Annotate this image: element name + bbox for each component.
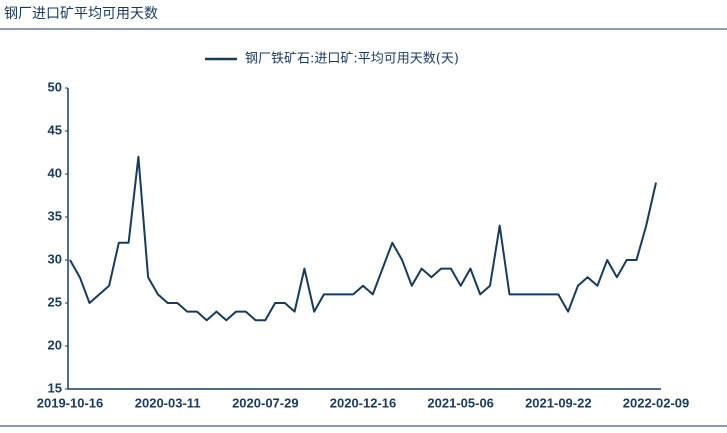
x-tick-label: 2021-09-22 — [525, 395, 592, 410]
x-tick-label: 2021-05-06 — [427, 395, 494, 410]
y-tick-label: 15 — [48, 380, 62, 395]
x-tick-label: 2020-03-11 — [135, 395, 201, 410]
line-series — [69, 155, 657, 322]
chart-title: 钢厂进口矿平均可用天数 — [4, 6, 158, 22]
legend-label: 钢厂铁矿石:进口矿:平均可用天数(天) — [245, 52, 459, 67]
y-tick-label: 30 — [48, 251, 62, 266]
y-tick-label: 35 — [48, 208, 62, 223]
x-tick-label: 2022-02-09 — [623, 395, 690, 410]
x-tick-label: 2019-10-16 — [37, 395, 104, 410]
y-tick-label: 40 — [48, 165, 62, 180]
x-tick-label: 2020-12-16 — [330, 395, 397, 410]
y-tick-label: 20 — [48, 337, 62, 352]
y-tick-label: 50 — [48, 79, 62, 94]
x-tick-label: 2020-07-29 — [232, 395, 299, 410]
y-tick-label: 25 — [48, 294, 62, 309]
y-tick-label: 45 — [48, 122, 62, 137]
